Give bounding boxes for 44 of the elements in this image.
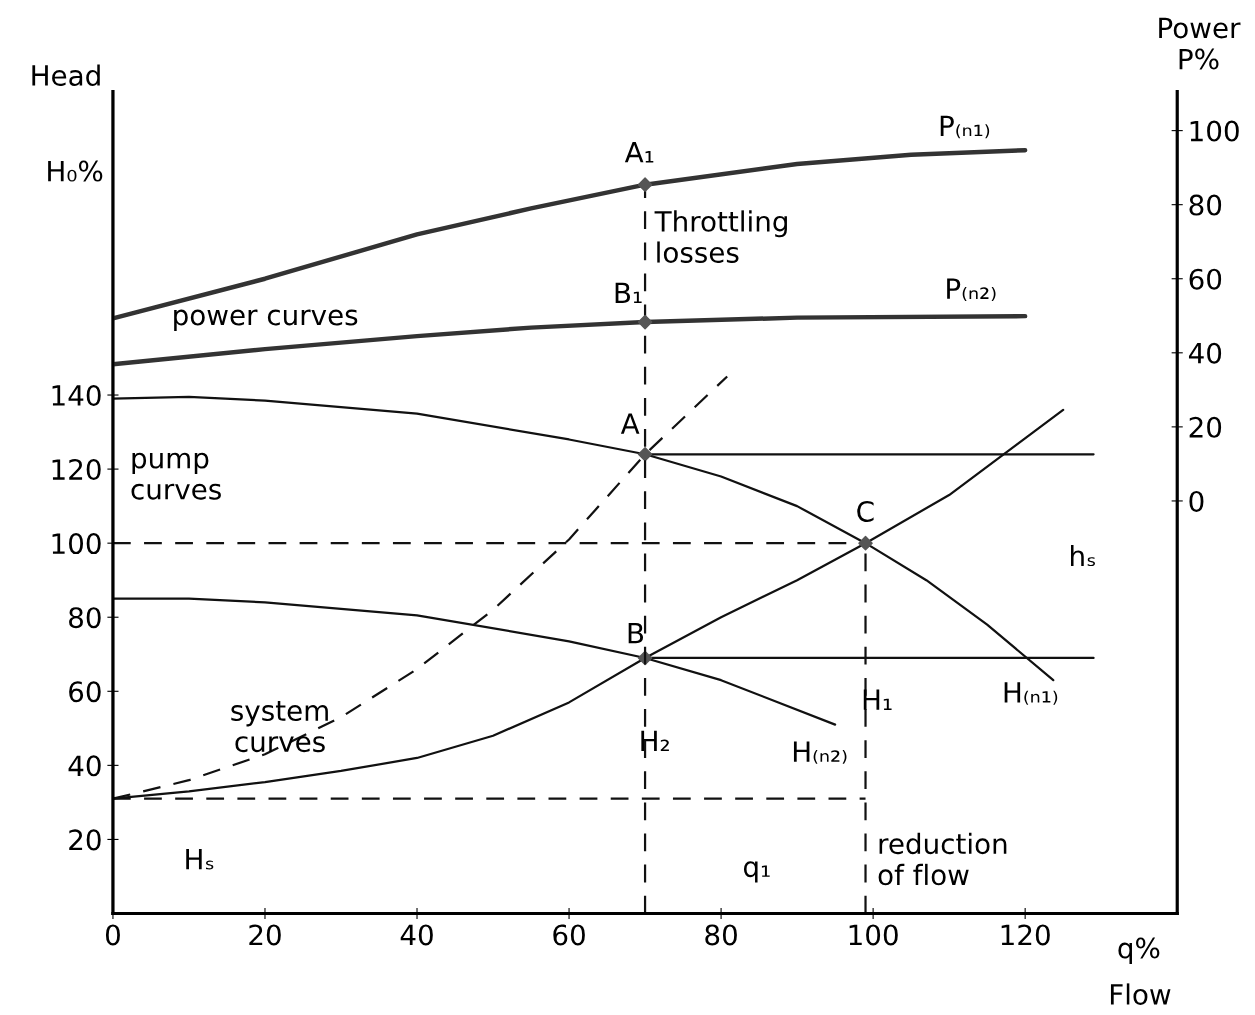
x-tick-label: 60: [553, 924, 585, 946]
y-axis-title: Head: [32, 64, 100, 86]
annotation: reduction of flow: [878, 832, 1007, 886]
x-tick-label: 40: [400, 924, 433, 946]
y2-tick-label: 100: [1190, 120, 1239, 142]
y2-tick-label: 80: [1189, 194, 1222, 216]
y2-axis-title: Power P%: [1159, 17, 1241, 70]
annotation: power curves: [174, 309, 358, 331]
y-tick-label: 140: [52, 384, 101, 406]
annotation: H₁: [863, 689, 892, 710]
y2-tick-label: 20: [1189, 416, 1222, 438]
annotation: H₍ₙ₂₎: [793, 741, 847, 764]
annotation: Throttling losses: [654, 210, 787, 263]
y-tick-label: 20: [69, 829, 101, 851]
x-tick-label: 0: [105, 924, 120, 946]
y-tick-label: 120: [52, 459, 101, 481]
y-tick-label: 60: [69, 681, 101, 703]
y-tick-label: 100: [52, 533, 101, 555]
x-tick-label: 120: [1001, 924, 1050, 946]
annotation: pump curves: [131, 452, 221, 500]
annotation: B: [628, 623, 644, 644]
y2-tick-label: 60: [1189, 268, 1222, 290]
annotation: H₂: [641, 730, 669, 752]
annotation: hₛ: [1071, 544, 1095, 567]
annotation: A: [620, 413, 640, 434]
x-tick-label: 20: [249, 924, 281, 946]
annotation: system curves: [231, 701, 328, 753]
annotation: C: [857, 500, 874, 522]
annotation: P₍ₙ₂₎: [947, 278, 996, 301]
x-tick-label: 100: [849, 924, 898, 946]
x-axis-title: Flow: [1110, 983, 1171, 1005]
y-tick-label: 40: [68, 755, 101, 777]
x-tick-label: 80: [705, 924, 737, 946]
y-tick-label: 80: [69, 607, 101, 629]
annotation: H₍ₙ₁₎: [1004, 682, 1058, 705]
annotation: A₁: [624, 142, 654, 163]
text: q%: [1118, 937, 1160, 964]
annotation: q₁: [743, 861, 770, 883]
text: H₀%: [48, 160, 103, 182]
y2-tick-label: 0: [1189, 490, 1204, 512]
y2-tick-label: 40: [1188, 342, 1222, 364]
annotation: P₍ₙ₁₎: [940, 115, 990, 139]
annotation: Hₛ: [186, 849, 214, 870]
annotation: B₁: [615, 282, 642, 304]
